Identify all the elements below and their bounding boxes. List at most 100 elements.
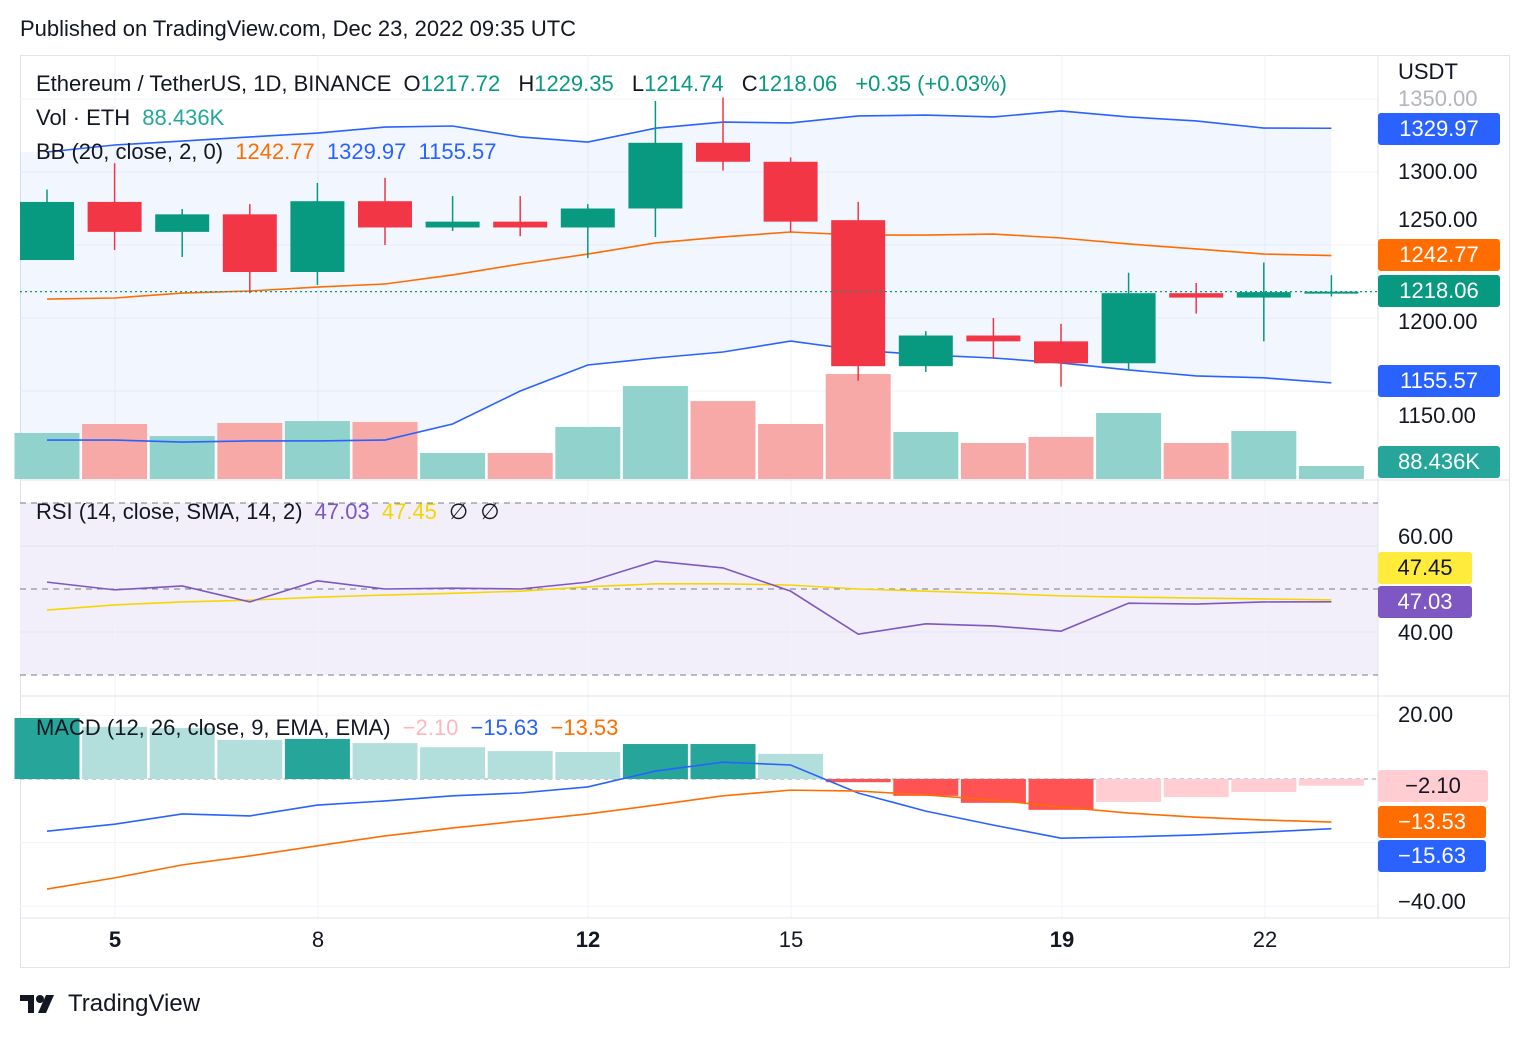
bb-basis-badge: 1242.77: [1378, 239, 1500, 271]
time-tick: 8: [311, 927, 325, 952]
macd-tick: −40.00: [1398, 889, 1466, 914]
volume-bar: [284, 421, 350, 479]
macd-value: −15.63: [470, 715, 539, 740]
volume-bar: [960, 442, 1026, 479]
macd-histogram-bar: [893, 779, 959, 796]
close-label: C: [741, 71, 758, 96]
macd-histogram-bar: [420, 747, 486, 779]
rsi-value: 47.03: [314, 499, 370, 524]
rsi-sma-value: 47.45: [381, 499, 437, 524]
candle-up: [1304, 291, 1359, 294]
tradingview-logo-icon: [20, 995, 54, 1013]
time-tick: 5: [108, 927, 122, 952]
time-tick: 12: [575, 927, 601, 952]
candle-up: [290, 201, 345, 273]
volume-bar: [690, 401, 756, 479]
rsi-na-1: ∅: [449, 499, 469, 524]
volume-bar: [1298, 465, 1364, 479]
rsi-sma-badge: 47.45: [1378, 552, 1472, 584]
close-value: 1218.06: [757, 71, 838, 96]
rsi-tick: 40.00: [1398, 620, 1454, 645]
macd-histogram-bar: [960, 779, 1026, 803]
candle-up: [1101, 293, 1156, 364]
volume-bar: [825, 374, 891, 479]
rsi-label[interactable]: RSI (14, close, SMA, 14, 2): [36, 499, 303, 524]
macd-histogram-bar: [149, 728, 215, 779]
bb-lower-value: 1155.57: [418, 139, 497, 164]
rsi-line: [46, 560, 1332, 635]
volume-bar: [82, 424, 148, 479]
price-tick: 1250.00: [1398, 207, 1478, 232]
volume-bar: [487, 452, 553, 479]
macd-signal-line: [46, 789, 1332, 890]
bb-lower-line: [47, 340, 1332, 443]
candle-down: [222, 214, 277, 273]
rsi-na-2: ∅: [480, 499, 500, 524]
tradingview-footer[interactable]: TradingView: [20, 990, 200, 1018]
volume-bar: [622, 386, 688, 479]
volume-label[interactable]: Vol · ETH: [36, 105, 131, 130]
bb-label[interactable]: BB (20, close, 2, 0): [36, 139, 224, 164]
rsi-tick: 60.00: [1398, 524, 1454, 549]
macd-badge: −15.63: [1378, 840, 1486, 872]
macd-line: [46, 761, 1332, 839]
bb-band-fill: [20, 110, 1332, 443]
macd-tick: 20.00: [1398, 702, 1454, 727]
macd-histogram-bar: [622, 744, 688, 779]
candle-up: [898, 335, 953, 367]
high-label: H: [518, 71, 535, 96]
bb-basis-line: [46, 231, 1332, 300]
candle-down: [493, 221, 548, 228]
time-tick: 22: [1252, 927, 1278, 952]
time-tick: 19: [1049, 927, 1075, 952]
symbol-name[interactable]: Ethereum / TetherUS, 1D, BINANCE: [36, 71, 392, 96]
volume-value: 88.436K: [142, 105, 225, 130]
last-price-badge: 1218.06: [1378, 275, 1500, 307]
macd-histogram-bar: [1163, 779, 1229, 798]
volume-bar: [149, 436, 215, 479]
macd-histogram-bar: [825, 779, 891, 783]
volume-bar: [420, 452, 486, 479]
macd-histogram-bar: [82, 726, 148, 779]
volume-bar: [1096, 412, 1162, 479]
change-value: +0.35 (+0.03%): [855, 71, 1007, 96]
macd-histogram-bar: [14, 718, 80, 779]
open-value: 1217.72: [420, 71, 501, 96]
bb-upper-badge: 1329.97: [1378, 113, 1500, 145]
rsi-band-background: [20, 503, 1378, 675]
bb-lower-badge: 1155.57: [1378, 365, 1500, 397]
macd-histogram-bar: [284, 738, 350, 779]
price-tick: 1300.00: [1398, 159, 1478, 184]
candle-down: [87, 201, 142, 232]
volume-bar: [1231, 431, 1297, 479]
bb-upper-line: [46, 110, 1332, 153]
volume-badge: 88.436K: [1378, 446, 1500, 478]
time-tick: 15: [778, 927, 804, 952]
macd-label[interactable]: MACD (12, 26, close, 9, EMA, EMA): [36, 715, 391, 740]
volume-legend: Vol · ETH 88.436K: [36, 106, 230, 130]
bb-upper-value: 1329.97: [326, 139, 407, 164]
candle-down: [358, 201, 412, 228]
candle-down: [696, 142, 750, 162]
brand-name: TradingView: [68, 990, 201, 1017]
candle-up: [1236, 292, 1291, 298]
macd-signal-badge: −13.53: [1378, 806, 1486, 838]
candle-down: [1034, 341, 1088, 364]
symbol-legend: Ethereum / TetherUS, 1D, BINANCE O1217.7…: [36, 72, 1013, 96]
currency-label[interactable]: USDT: [1398, 59, 1458, 84]
macd-histogram-bar: [487, 751, 553, 779]
volume-bar: [217, 422, 283, 479]
volume-bar: [1163, 442, 1229, 479]
macd-legend: MACD (12, 26, close, 9, EMA, EMA) −2.10 …: [36, 716, 624, 740]
candle-down: [831, 220, 886, 367]
macd-histogram-bar: [1231, 779, 1297, 793]
volume-bar: [555, 426, 621, 479]
low-value: 1214.74: [644, 71, 724, 96]
low-label: L: [631, 71, 645, 96]
volume-bar: [893, 431, 959, 479]
macd-histogram-bar: [1298, 779, 1364, 786]
price-tick: 1200.00: [1398, 309, 1478, 334]
candle-up: [628, 142, 683, 209]
published-caption: Published on TradingView.com, Dec 23, 20…: [20, 16, 577, 41]
